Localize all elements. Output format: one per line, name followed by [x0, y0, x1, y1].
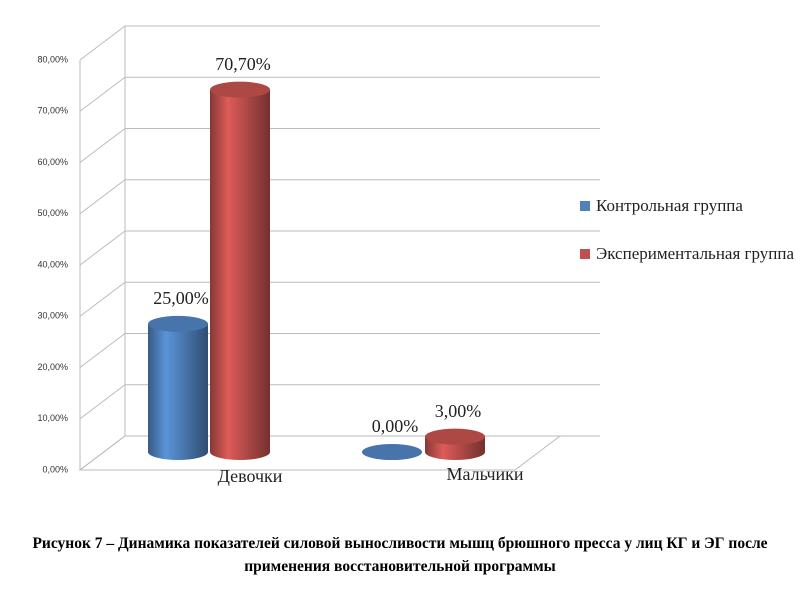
y-tick-label: 70,00% — [37, 106, 68, 116]
y-tick-label: 10,00% — [37, 413, 68, 423]
bar-body — [210, 89, 270, 460]
value-label: 70,70% — [215, 54, 271, 74]
grid-line — [79, 230, 600, 266]
y-tick-label: 40,00% — [37, 259, 68, 269]
grid-line — [79, 281, 600, 317]
legend-swatch — [580, 201, 590, 211]
bar-top — [148, 315, 208, 332]
legend-label: Контрольная группа — [596, 196, 743, 215]
value-label: 25,00% — [153, 288, 209, 308]
bar-top — [425, 428, 485, 445]
grid-line — [79, 76, 600, 112]
bar-top — [362, 444, 422, 460]
legend-swatch — [580, 249, 590, 259]
x-tick-label: Девочки — [218, 466, 283, 486]
legend-item: Контрольная группа — [580, 195, 795, 217]
legend-label: Экспериментальная группа — [596, 244, 795, 263]
grid-line — [79, 384, 600, 420]
caption: Рисунок 7 – Динамика показателей силовой… — [32, 535, 768, 575]
bar — [148, 315, 208, 460]
bar-body — [148, 323, 208, 460]
grid-line — [79, 333, 600, 368]
value-label: 3,00% — [435, 401, 482, 421]
y-tick-label: 50,00% — [37, 208, 68, 218]
grid-line — [79, 128, 600, 163]
value-label: 0,00% — [372, 416, 419, 436]
bar-top — [210, 81, 270, 98]
grid-line — [79, 179, 600, 215]
bar — [425, 428, 485, 460]
bar — [210, 81, 270, 460]
y-tick-label: 20,00% — [37, 362, 68, 372]
y-tick-label: 60,00% — [37, 157, 68, 167]
grid-line — [79, 25, 600, 61]
legend: Контрольная группа Экспериментальная груп… — [580, 195, 795, 291]
y-tick-label: 80,00% — [37, 54, 68, 64]
bar — [362, 444, 422, 460]
y-tick-label: 0,00% — [42, 464, 68, 474]
x-tick-label: Мальчики — [446, 464, 523, 484]
y-tick-label: 30,00% — [37, 311, 68, 321]
legend-item: Экспериментальная группа — [580, 243, 795, 265]
